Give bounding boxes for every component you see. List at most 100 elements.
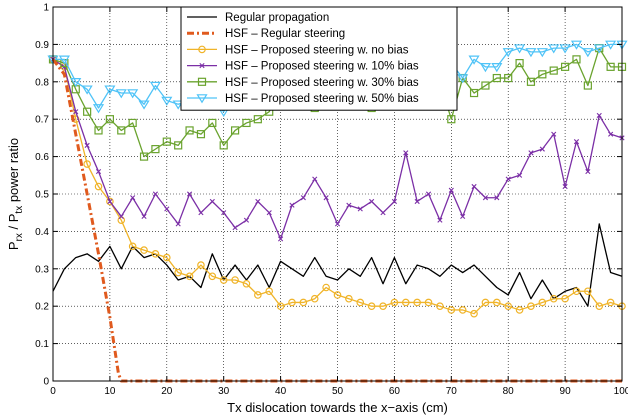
series-hsf-proposed-steering-w-50-bias-marker xyxy=(81,85,93,95)
series-hsf-proposed-steering-w-10-bias-marker xyxy=(312,176,318,182)
series-hsf-proposed-steering-w-no-bias-marker xyxy=(333,291,342,299)
series-hsf-proposed-steering-w-no-bias-marker xyxy=(515,306,524,314)
series-hsf-proposed-steering-w-no-bias-marker xyxy=(242,279,251,288)
legend-hsf-proposed-steering-w-10-bias-label: HSF – Proposed steering w. 10% bias xyxy=(225,61,419,73)
series-hsf-proposed-steering-w-50-bias-marker xyxy=(548,44,560,54)
y-axis-title-part: P xyxy=(6,241,21,250)
series-hsf-proposed-steering-w-50-bias-marker xyxy=(605,40,617,50)
series-hsf-proposed-steering-w-no-bias-marker xyxy=(265,287,274,296)
series-hsf-proposed-steering-w-10-bias-marker xyxy=(573,139,580,145)
series-hsf-proposed-steering-w-no-bias-marker xyxy=(151,250,160,258)
series-hsf-proposed-steering-w-50-bias-marker xyxy=(514,44,526,54)
series-hsf-proposed-steering-w-no-bias-marker xyxy=(367,302,376,311)
series-hsf-proposed-steering-w-50-bias-marker xyxy=(468,55,480,65)
series-hsf-proposed-steering-w-10-bias-marker xyxy=(118,213,124,220)
series-hsf-proposed-steering-w-50-bias-marker xyxy=(70,78,82,88)
series-hsf-proposed-steering-w-30-bias-marker xyxy=(139,152,149,161)
series-hsf-proposed-steering-w-50-bias-marker xyxy=(593,44,605,54)
series-hsf-proposed-steering-w-30-bias-marker xyxy=(117,126,126,135)
legend-hsf-proposed-steering-w-30-bias-label: HSF – Proposed steering w. 30% bias xyxy=(225,77,419,89)
series-hsf-proposed-steering-w-50-bias-marker xyxy=(127,89,139,99)
legend-box xyxy=(180,6,458,111)
series-hsf-proposed-steering-w-no-bias-marker xyxy=(447,306,456,314)
series-hsf-proposed-steering-w-no-bias-marker xyxy=(322,283,330,292)
series-hsf-proposed-steering-w-no-bias-marker xyxy=(185,272,194,281)
series-hsf-proposed-steering-w-10-bias-marker xyxy=(471,183,477,190)
y-tick-label: 0.1 xyxy=(35,339,49,350)
series-hsf-proposed-steering-w-30-bias-marker xyxy=(105,115,115,124)
y-axis-title-part: / P xyxy=(6,214,21,234)
series-hsf-proposed-steering-w-no-bias-marker xyxy=(561,294,569,303)
series-hsf-proposed-steering-w-10-bias-marker xyxy=(369,198,375,205)
series-hsf-proposed-steering-w-50-bias-marker xyxy=(58,55,70,65)
legend-hsf-regular-steering-label: HSF – Regular steering xyxy=(225,28,345,40)
series-hsf-proposed-steering-w-30-bias-marker xyxy=(606,62,615,71)
series-hsf-proposed-steering-w-no-bias-marker xyxy=(606,298,615,307)
series-hsf-proposed-steering-w-30-bias-marker xyxy=(230,126,240,135)
series-hsf-proposed-steering-w-50-bias-marker xyxy=(149,81,161,91)
legend-hsf-proposed-steering-w-50-bias-marker xyxy=(196,94,208,104)
series-hsf-proposed-steering-w-30-bias-marker xyxy=(572,55,581,64)
y-tick-label: 0.9 xyxy=(35,40,49,51)
series-hsf-proposed-steering-w-10-bias-marker xyxy=(505,176,511,182)
series-hsf-proposed-steering-w-10-bias-marker xyxy=(516,172,523,178)
series-hsf-proposed-steering-w-50-bias-marker xyxy=(104,85,116,95)
series-hsf-proposed-steering-w-10-bias-marker xyxy=(391,198,397,205)
x-tick-label: 30 xyxy=(218,386,230,397)
series-hsf-proposed-steering-w-30-bias-marker xyxy=(447,115,456,124)
series-hsf-proposed-steering-w-no-bias-marker xyxy=(390,298,399,307)
legend-hsf-proposed-steering-w-no-bias-label: HSF – Proposed steering w. no bias xyxy=(225,44,409,56)
series-hsf-proposed-steering-w-10-bias-marker xyxy=(198,210,204,216)
legend-hsf-proposed-steering-w-10-bias-marker xyxy=(199,63,205,69)
y-tick-label: 0.2 xyxy=(35,302,49,313)
series-hsf-proposed-steering-w-no-bias-marker xyxy=(208,272,217,281)
series-hsf-proposed-steering-w-30-bias-marker xyxy=(253,115,262,124)
series-hsf-proposed-steering-w-30-bias-marker xyxy=(492,73,501,83)
series-hsf-proposed-steering-w-10-bias-marker xyxy=(175,221,181,227)
series-hsf-proposed-steering-w-no-bias-marker xyxy=(424,298,433,307)
x-tick-label: 50 xyxy=(332,386,344,397)
series-hsf-proposed-steering-w-10-bias-marker xyxy=(130,195,136,201)
x-tick-label: 80 xyxy=(503,386,515,397)
x-tick-label: 0 xyxy=(50,386,56,397)
series-hsf-proposed-steering-w-30-bias-marker xyxy=(526,77,536,86)
series-hsf-proposed-steering-w-no-bias-marker xyxy=(276,302,285,311)
series-hsf-proposed-steering-w-no-bias-marker xyxy=(163,253,171,262)
y-tick-label: 0 xyxy=(43,377,49,388)
y-tick-label: 0.3 xyxy=(35,264,49,275)
series-hsf-proposed-steering-w-10-bias-marker xyxy=(323,195,329,201)
series-hsf-proposed-steering-w-10-bias-marker xyxy=(243,217,250,223)
series-hsf-proposed-steering-w-10-bias-marker xyxy=(266,210,272,216)
series-hsf-proposed-steering-w-10-bias-marker xyxy=(141,213,147,220)
series-hsf-proposed-steering-w-10-bias-marker xyxy=(334,221,341,227)
x-tick-label: 60 xyxy=(389,386,401,397)
series-hsf-proposed-steering-w-no-bias-marker xyxy=(174,268,182,277)
series-hsf-proposed-steering-w-10-bias-marker xyxy=(562,183,568,190)
y-axis-title-subscript: tx xyxy=(14,206,25,214)
series-hsf-proposed-steering-w-50-bias-marker xyxy=(161,96,173,106)
series-hsf-proposed-steering-w-50-bias-marker xyxy=(138,100,150,110)
series-hsf-proposed-steering-w-10-bias-marker xyxy=(300,195,306,201)
series-hsf-proposed-steering-w-no-bias-marker xyxy=(231,276,239,284)
series-hsf-proposed-steering-w-50-bias-marker xyxy=(491,63,503,73)
legend-regular-propagation-label: Regular propagation xyxy=(225,12,329,24)
series-hsf-proposed-steering-w-10-bias-marker xyxy=(73,109,79,115)
series-hsf-proposed-steering-w-no-bias-marker xyxy=(83,160,91,168)
series-hsf-proposed-steering-w-no-bias-marker xyxy=(401,298,410,307)
series-hsf-proposed-steering-w-30-bias-marker xyxy=(151,145,160,154)
series-hsf-proposed-steering-w-50-bias-marker xyxy=(525,48,537,58)
series-hsf-proposed-steering-w-no-bias-marker xyxy=(140,246,148,254)
series-hsf-proposed-steering-w-30-bias-marker xyxy=(549,66,558,75)
series-hsf-proposed-steering-w-10-bias-marker xyxy=(346,202,352,208)
series-hsf-proposed-steering-w-50-bias-marker xyxy=(172,100,184,110)
series-hsf-proposed-steering-w-no-bias-marker xyxy=(527,302,535,311)
series-hsf-proposed-steering-w-no-bias-marker xyxy=(288,298,296,307)
y-tick-label: 0.6 xyxy=(35,152,49,163)
series-hsf-proposed-steering-w-10-bias-marker xyxy=(437,217,443,223)
series-hsf-proposed-steering-w-no-bias-marker xyxy=(470,309,478,318)
series-hsf-proposed-steering-w-no-bias-marker xyxy=(549,294,558,303)
series-hsf-proposed-steering-w-50-bias-marker xyxy=(570,40,583,50)
series-hsf-proposed-steering-w-no-bias-marker xyxy=(458,306,467,314)
series-hsf-proposed-steering-w-no-bias-line xyxy=(52,58,623,315)
series-hsf-proposed-steering-w-no-bias-marker xyxy=(254,291,262,299)
